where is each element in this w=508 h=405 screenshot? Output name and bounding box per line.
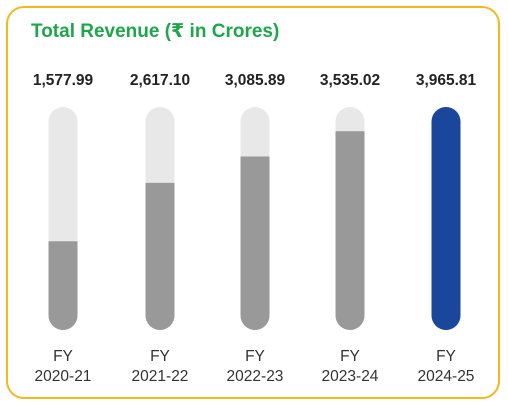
x-tick-label-year: 2022-23 — [227, 368, 284, 385]
x-tick-label-year: 2021-22 — [132, 368, 189, 385]
bar — [240, 156, 270, 330]
bar-value-label: 2,617.10 — [130, 72, 190, 89]
x-tick-label-fy: FY — [53, 348, 73, 365]
bar — [48, 241, 78, 330]
x-tick-label-fy: FY — [245, 348, 265, 365]
bar — [145, 182, 175, 330]
bar-value-label: 3,535.02 — [320, 72, 380, 89]
x-tick-label-year: 2024-25 — [418, 368, 475, 385]
x-tick-label-year: 2023-24 — [322, 368, 379, 385]
bar-value-label: 1,577.99 — [33, 72, 94, 89]
x-tick-label-year: 2020-21 — [35, 368, 92, 385]
x-tick-label-fy: FY — [150, 348, 170, 365]
bar-value-label: 3,965.81 — [416, 72, 477, 89]
bar-highlighted — [431, 107, 461, 330]
x-tick-label-fy: FY — [436, 348, 456, 365]
bar — [335, 131, 365, 330]
chart-title: Total Revenue (₹ in Crores) — [31, 21, 280, 42]
bar-value-label: 3,085.89 — [225, 72, 286, 89]
x-tick-label-fy: FY — [340, 348, 360, 365]
